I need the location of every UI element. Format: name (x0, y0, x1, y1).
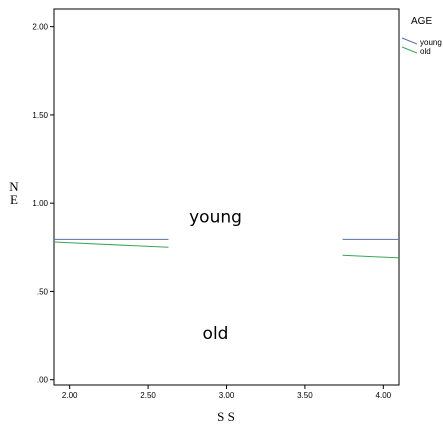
legend-swatch (401, 37, 418, 45)
y-tick-label: .00 (37, 376, 49, 385)
legend-entry-label: young (420, 38, 442, 47)
legend-title: AGE (411, 16, 432, 27)
x-tick-label: 2.50 (140, 391, 156, 400)
annotation-label: young (189, 208, 242, 228)
annotation-layer: young old (189, 208, 242, 345)
y-axis-title-line: N (9, 179, 19, 194)
y-tick-label: 2.00 (32, 23, 48, 32)
x-axis: 2.00 2.50 3.00 3.50 4.00 (62, 385, 392, 400)
x-tick-label: 2.00 (62, 391, 78, 400)
legend-swatch (401, 46, 418, 54)
y-axis: .00 .50 1.00 1.50 2.00 (32, 23, 54, 385)
x-tick-label: 4.00 (376, 391, 392, 400)
x-tick-label: 3.50 (297, 391, 313, 400)
y-tick-label: .50 (37, 287, 49, 296)
x-axis-title: S S (217, 409, 235, 424)
x-tick-label: 3.00 (219, 391, 235, 400)
y-axis-title: NE (9, 179, 19, 207)
series-line-old (342, 254, 400, 259)
annotation-label: old (203, 324, 229, 344)
series-line-old (53, 241, 169, 248)
y-axis-title-line: E (10, 192, 18, 207)
plot-area (53, 8, 400, 386)
y-tick-label: 1.50 (32, 111, 48, 120)
legend-entry-label: old (420, 47, 431, 56)
y-tick-label: 1.00 (32, 199, 48, 208)
series-layer (53, 238, 400, 259)
